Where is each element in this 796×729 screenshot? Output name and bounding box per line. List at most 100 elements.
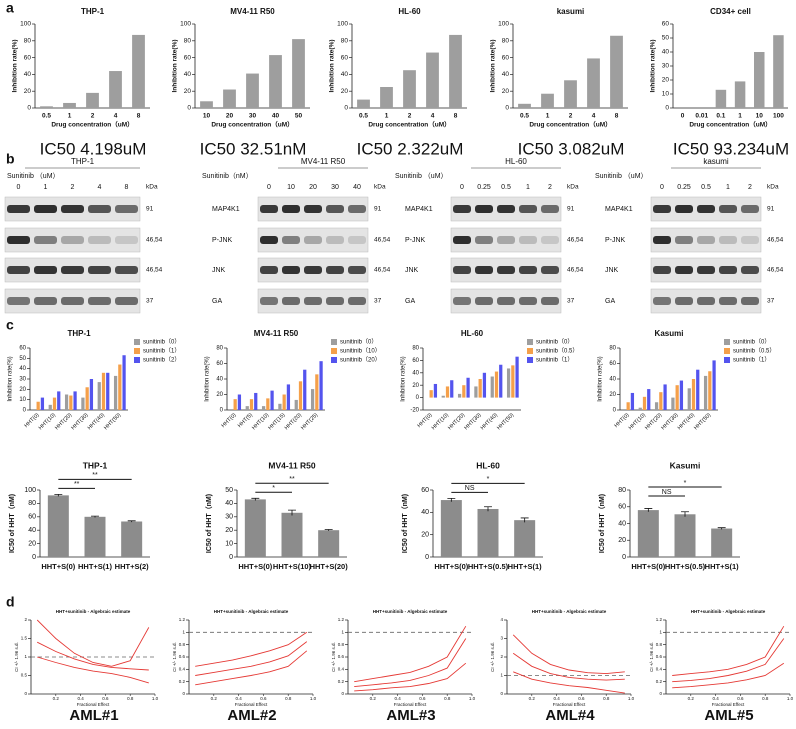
ci-line xyxy=(672,625,785,676)
bar xyxy=(426,52,439,108)
legend-label: sunitinib（1） xyxy=(536,357,573,364)
bar xyxy=(380,87,393,108)
y-tick-label: 80 xyxy=(502,38,510,45)
y-tick-label: 0.8 xyxy=(338,642,345,647)
bar xyxy=(457,393,462,398)
ic50-label: IC50 2.322uM xyxy=(357,139,464,158)
blot-band xyxy=(719,266,737,274)
error-bar xyxy=(54,493,63,497)
lane-label: 0 xyxy=(267,184,271,191)
bar xyxy=(244,499,266,557)
blot-band xyxy=(260,266,278,274)
legend-label: sunitinib（0） xyxy=(340,339,377,346)
bar xyxy=(630,392,635,410)
blot-band xyxy=(88,205,111,213)
lane-label: 0 xyxy=(17,184,21,191)
blot-band xyxy=(453,205,471,213)
lane-label: 2 xyxy=(748,184,752,191)
significance-label: * xyxy=(684,480,687,487)
x-tick-label: 0.01 xyxy=(695,113,708,120)
y-tick-label: 0 xyxy=(622,554,626,561)
chart-title: THP-1 xyxy=(81,7,105,16)
blot-band xyxy=(653,236,671,244)
y-tick-label: 60 xyxy=(609,361,616,367)
x-tick-label: HHT+S(2) xyxy=(115,562,149,571)
bar xyxy=(40,397,45,410)
kda-header: kDa xyxy=(146,184,158,191)
lane-label: 1 xyxy=(726,184,730,191)
blot-band xyxy=(326,297,344,305)
blot-treatment: Sunitinib （uM） xyxy=(395,172,448,180)
x-tick-label: 0.6 xyxy=(578,696,585,701)
chart-title: HL-60 xyxy=(398,7,421,16)
x-tick-label: HHT+S(10) xyxy=(273,562,312,571)
kda-label: 46,54 xyxy=(374,237,391,244)
x-tick-label: 4 xyxy=(114,113,118,120)
ci-line xyxy=(36,641,149,671)
y-tick-label: 40 xyxy=(28,527,36,534)
bar xyxy=(118,364,122,410)
blot-band xyxy=(675,266,693,274)
ci-line xyxy=(672,662,785,689)
y-tick-label: 40 xyxy=(609,377,616,383)
bar xyxy=(474,386,478,398)
significance-label: * xyxy=(487,476,490,483)
y-tick-label: 2 xyxy=(500,654,503,659)
bar xyxy=(449,34,462,108)
error-bar xyxy=(484,506,492,512)
bar xyxy=(315,374,319,410)
blot-band xyxy=(741,297,759,305)
lane-label: 0 xyxy=(660,184,664,191)
legend-label: sunitinib（2） xyxy=(143,357,180,364)
x-tick-label: 0 xyxy=(681,113,685,120)
kda-label: 91 xyxy=(146,206,154,213)
bar xyxy=(403,70,416,108)
error-bar xyxy=(717,527,726,530)
blot-band xyxy=(719,205,737,213)
y-axis-label: Inhibition rate(%) xyxy=(205,356,211,401)
bar xyxy=(477,508,499,557)
y-tick-label: 10 xyxy=(662,91,670,98)
chart-title: Kasumi xyxy=(670,460,701,470)
chart-title: THP-1 xyxy=(83,460,108,470)
y-tick-label: 10 xyxy=(225,540,233,547)
bar xyxy=(36,401,40,410)
legend-label: sunitinib（0） xyxy=(536,339,573,346)
x-tick-label: HHT(0) xyxy=(221,412,238,429)
y-tick-label: 60 xyxy=(502,54,510,61)
kda-label: 37 xyxy=(567,298,575,305)
y-tick-label: 0 xyxy=(27,105,31,112)
x-tick-label: 1.0 xyxy=(152,696,159,701)
x-tick-label: 8 xyxy=(137,113,141,120)
kda-label: 91 xyxy=(767,206,775,213)
bar xyxy=(269,55,282,108)
y-tick-label: 60 xyxy=(341,54,349,61)
x-axis-label: Fractional Effect xyxy=(712,702,745,707)
kda-label: 46,54 xyxy=(374,267,391,274)
bar xyxy=(675,385,679,410)
protein-label: P-JNK xyxy=(605,237,626,244)
x-tick-label: 1 xyxy=(738,113,742,120)
bar xyxy=(671,397,675,410)
error-bar xyxy=(127,520,136,523)
bar xyxy=(490,376,494,398)
y-tick-label: 0 xyxy=(23,408,27,414)
lane-label: 2 xyxy=(548,184,552,191)
legend-swatch xyxy=(724,339,730,345)
bar xyxy=(86,92,99,108)
chart-title: MV4-11 R50 xyxy=(230,7,275,16)
y-tick-label: 1.2 xyxy=(656,617,663,622)
x-tick-label: 4 xyxy=(431,113,435,120)
y-tick-label: 0 xyxy=(344,105,348,112)
bar xyxy=(564,80,577,108)
legend-label: sunitinib（1） xyxy=(143,348,180,355)
bar xyxy=(109,71,122,108)
kda-label: 46,54 xyxy=(567,237,584,244)
x-tick-label: 0.2 xyxy=(211,696,218,701)
y-tick-label: 60 xyxy=(618,504,626,511)
y-tick-label: 0 xyxy=(341,691,344,696)
y-tick-label: 60 xyxy=(19,346,26,352)
kda-header: kDa xyxy=(374,184,386,191)
chart-title: Kasumi xyxy=(655,329,684,338)
y-tick-label: 20 xyxy=(184,88,192,95)
